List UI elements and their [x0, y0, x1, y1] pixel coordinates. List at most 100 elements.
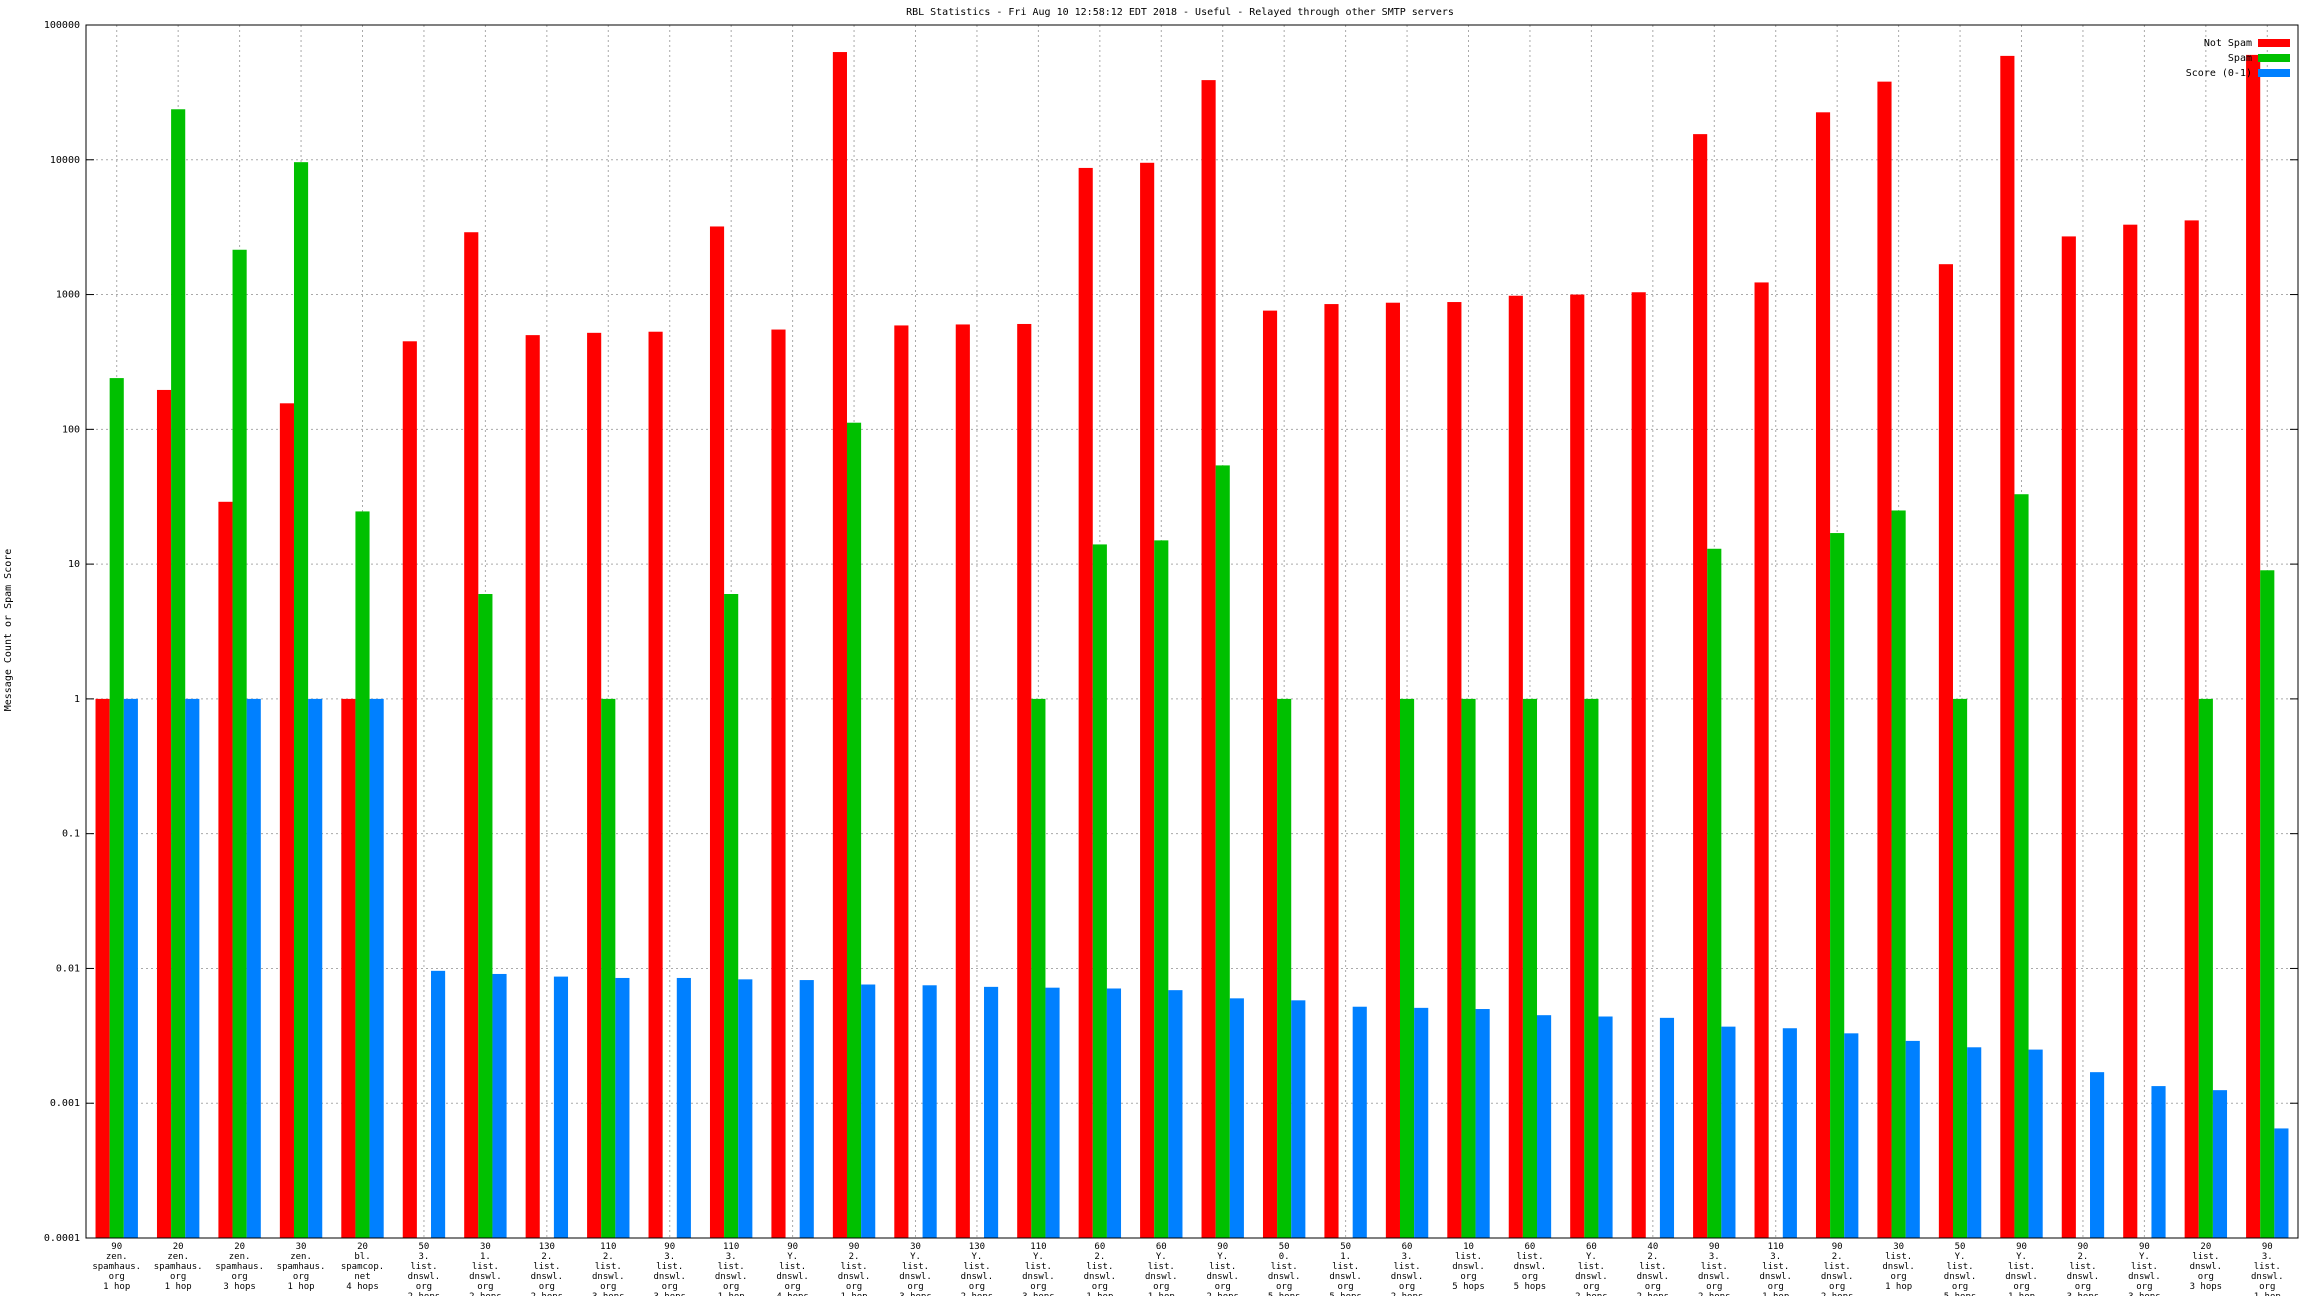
x-tick-label: 20 zen. spamhaus. org 1 hop	[153, 1242, 203, 1292]
x-tick-label: 130 Y. list. dnswl. org 2 hops	[960, 1242, 994, 1296]
legend-label: Score (0-1)	[2186, 68, 2252, 79]
x-tick-label: 20 bl. spamcop. net 4 hops	[340, 1242, 385, 1292]
bar	[431, 970, 446, 1238]
x-tick-label: 90 2. list. dnswl. org 2 hops	[1820, 1242, 1854, 1296]
y-tick-label: 0.1	[62, 829, 80, 840]
x-tick-label: 130 2. list. dnswl. org 2 hops	[530, 1242, 564, 1296]
bar	[553, 976, 569, 1238]
plot-frame	[85, 24, 2299, 1239]
bar	[1168, 990, 1183, 1238]
bar	[1570, 294, 1585, 1238]
x-tick-label: 90 Y. list. dnswl. org 3 hops	[2128, 1242, 2161, 1296]
bar	[832, 52, 847, 1238]
bar	[676, 977, 691, 1238]
bar	[799, 980, 814, 1238]
x-tick-label: 90 Y. list. dnswl. org 1 hop	[2005, 1242, 2038, 1296]
x-tick-label: 90 2. list. dnswl. org 3 hops	[2066, 1242, 2100, 1296]
bar	[2260, 570, 2275, 1238]
x-tick-label: 90 3. list. dnswl. org 1 hop	[2251, 1242, 2284, 1296]
bar	[1106, 988, 1122, 1238]
bar	[2184, 220, 2199, 1239]
bar	[2274, 1128, 2289, 1238]
bar	[369, 698, 384, 1238]
bar	[2123, 224, 2138, 1239]
bar	[402, 341, 417, 1238]
bar	[1215, 465, 1230, 1238]
bar	[246, 698, 261, 1238]
bar	[2151, 1086, 2166, 1238]
bar	[109, 378, 124, 1238]
x-tick-label: 20 zen. spamhaus. org 3 hops	[215, 1242, 264, 1292]
bar	[1385, 302, 1400, 1238]
x-tick-label: 50 0. list. dnswl. org 5 hops	[1267, 1242, 1301, 1296]
bar	[1598, 1016, 1613, 1238]
bar	[1707, 548, 1722, 1238]
bar	[1017, 323, 1032, 1238]
bar	[1693, 134, 1708, 1239]
bar	[2246, 54, 2261, 1239]
bar	[355, 511, 370, 1238]
bar	[1905, 1040, 1920, 1238]
x-tick-label: 110 3. list. dnswl. org 1 hop	[714, 1242, 748, 1296]
bar	[95, 698, 110, 1238]
y-tick-label: 1	[74, 694, 80, 705]
x-tick-label: 50 Y. list. dnswl. org 5 hops	[1943, 1242, 1977, 1296]
x-tick-label: 30 list. dnswl. org 1 hop	[1882, 1242, 1915, 1292]
bar	[601, 698, 616, 1238]
bar	[1584, 698, 1599, 1238]
bar	[525, 335, 540, 1239]
bar	[1844, 1033, 1859, 1238]
x-tick-label: 50 1. list. dnswl. org 5 hops	[1329, 1242, 1362, 1296]
bar	[1140, 162, 1155, 1238]
bar	[1938, 264, 1953, 1239]
x-tick-label: 60 Y. list. dnswl. org 2 hops	[1575, 1242, 1608, 1296]
y-tick-label: 0.01	[56, 963, 80, 974]
legend-label: Not Spam	[2204, 38, 2252, 49]
bar	[308, 698, 323, 1238]
x-tick-label: 90 zen. spamhaus. org 1 hop	[92, 1242, 142, 1292]
x-tick-label: 110 Y. list. dnswl. org 3 hops	[1022, 1242, 1055, 1296]
bar	[2212, 1090, 2228, 1238]
bar	[279, 403, 294, 1238]
bar	[771, 329, 786, 1238]
bar	[1782, 1028, 1797, 1238]
bar	[123, 698, 138, 1238]
y-tick-label: 1000	[56, 290, 80, 301]
bar	[2028, 1049, 2043, 1238]
y-tick-label: 10	[68, 559, 80, 570]
bar	[1414, 1007, 1429, 1238]
legend-swatch	[2258, 69, 2290, 77]
x-tick-label: 30 1. list. dnswl. org 2 hops	[469, 1242, 502, 1296]
bar	[293, 162, 309, 1238]
x-tick-label: 60 2. list. dnswl. org 1 hop	[1083, 1242, 1117, 1296]
bar	[984, 986, 999, 1238]
bar	[1721, 1026, 1736, 1238]
bar	[2061, 236, 2076, 1239]
bar	[861, 984, 876, 1238]
bar	[1092, 544, 1107, 1238]
bar	[1631, 292, 1646, 1238]
bar	[1262, 310, 1278, 1238]
x-tick-label: 30 Y. list. dnswl. org 3 hops	[899, 1242, 932, 1296]
bar	[1830, 533, 1845, 1238]
bar	[724, 594, 739, 1238]
bar	[2000, 55, 2015, 1239]
x-tick-label: 20 list. dnswl. org 3 hops	[2189, 1242, 2223, 1292]
bar	[1475, 1009, 1490, 1238]
bar	[1508, 295, 1523, 1238]
bar	[1229, 998, 1244, 1238]
chart-title: RBL Statistics - Fri Aug 10 12:58:12 EDT…	[906, 7, 1454, 18]
y-tick-label: 0.001	[50, 1098, 80, 1109]
bar	[615, 977, 630, 1238]
x-tick-label: 60 3. list. dnswl. org 2 hops	[1390, 1242, 1424, 1296]
bar	[922, 985, 937, 1238]
bar	[492, 973, 507, 1238]
bar	[587, 332, 602, 1238]
x-tick-label: 60 Y. list. dnswl. org 1 hop	[1145, 1242, 1178, 1296]
bar	[1031, 698, 1046, 1238]
bar	[955, 324, 970, 1239]
bar	[1277, 698, 1292, 1238]
bar	[1754, 282, 1769, 1238]
x-tick-label: 90 2. list. dnswl. org 1 hop	[837, 1242, 871, 1296]
